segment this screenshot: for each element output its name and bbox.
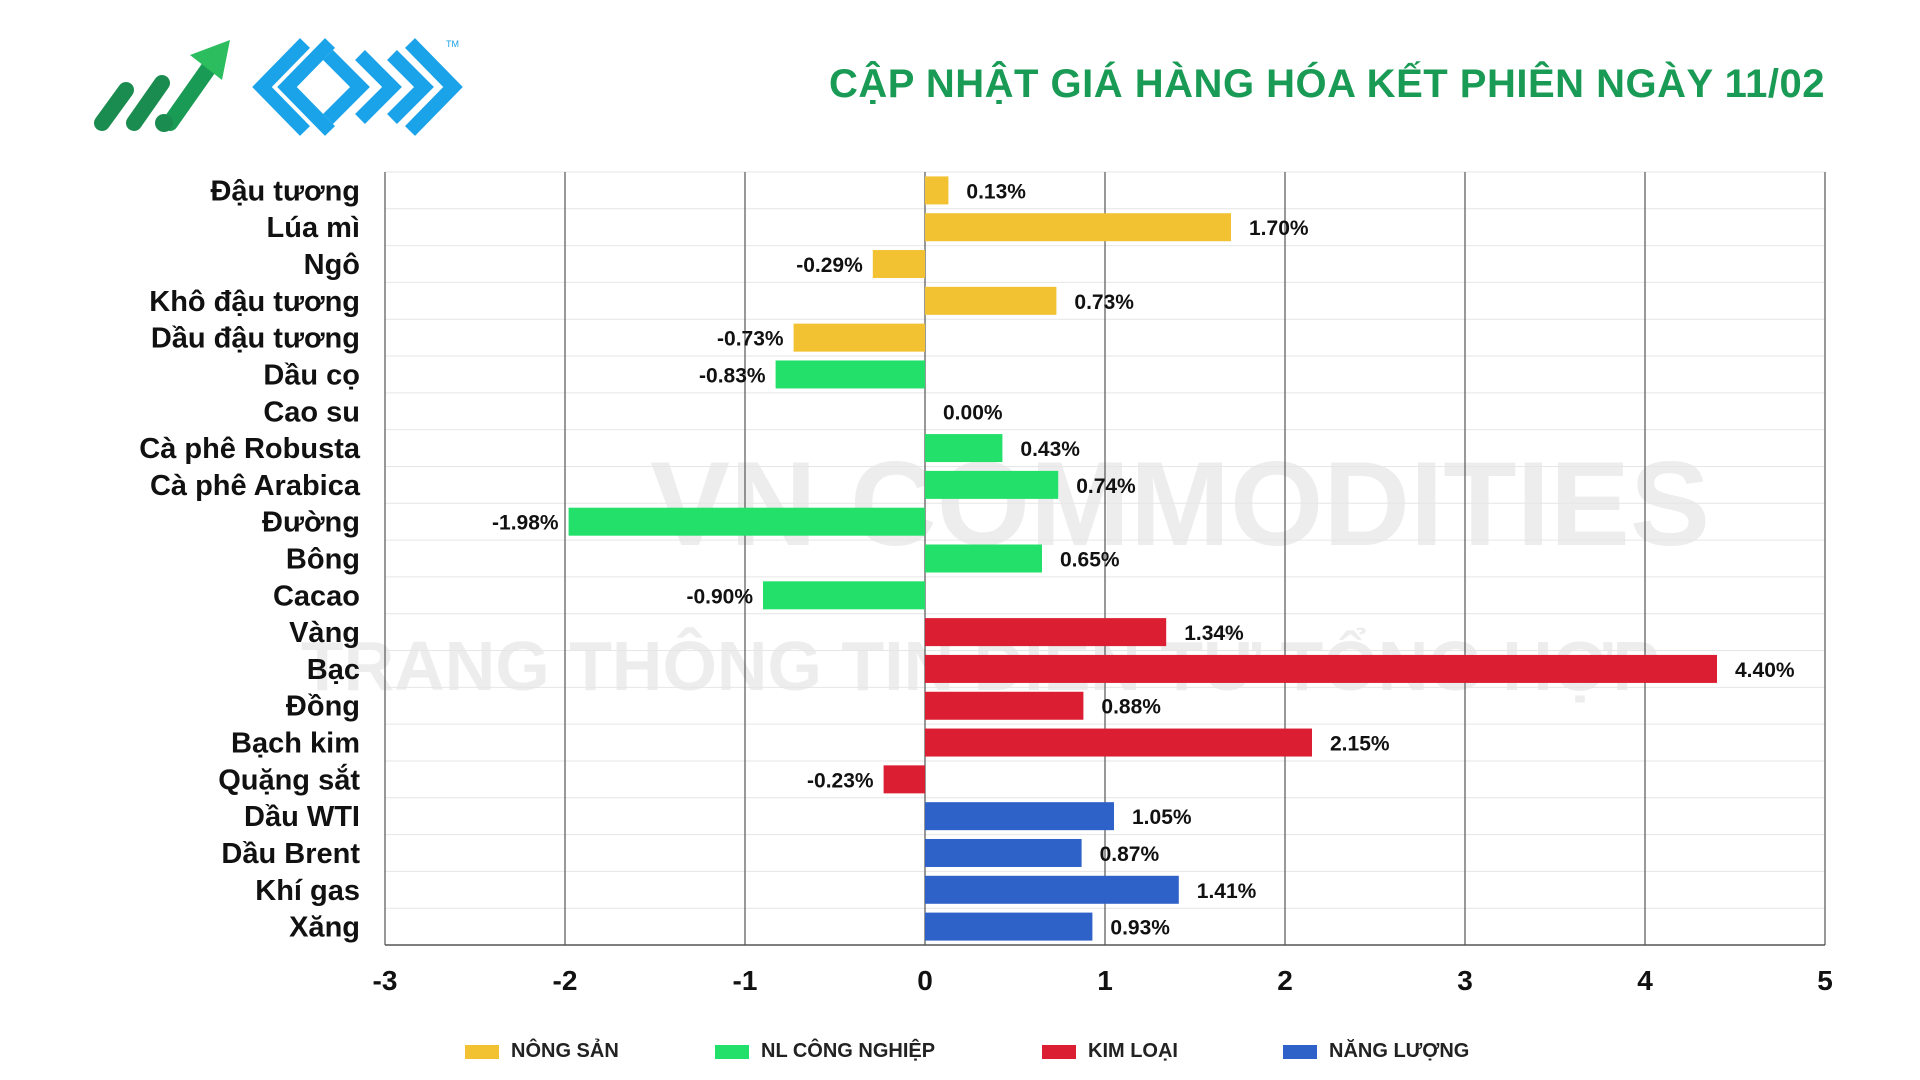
- data-bar: [925, 912, 1093, 941]
- legend-item: NÔNG SẢN: [465, 1040, 619, 1063]
- data-label: -0.23%: [807, 769, 874, 792]
- data-label: 0.43%: [1020, 438, 1080, 461]
- data-bar: [925, 434, 1003, 463]
- data-bar: [925, 875, 1179, 904]
- category-label: Quặng sắt: [218, 762, 360, 796]
- page-title: CẬP NHẬT GIÁ HÀNG HÓA KẾT PHIÊN NGÀY 11/…: [829, 62, 1825, 106]
- data-bar: [568, 507, 925, 536]
- category-label: Dầu WTI: [244, 801, 360, 833]
- category-label: Khí gas: [255, 875, 360, 907]
- data-bar: [872, 250, 925, 279]
- data-bar: [925, 286, 1057, 315]
- category-label: Xăng: [289, 912, 360, 944]
- data-bar: [763, 581, 925, 610]
- category-label: Cà phê Robusta: [139, 433, 361, 465]
- x-tick-label: -3: [373, 965, 398, 996]
- category-label: Dầu Brent: [221, 838, 360, 870]
- data-bar: [925, 838, 1082, 867]
- data-label: 0.74%: [1076, 475, 1136, 498]
- data-label: 4.40%: [1735, 659, 1795, 682]
- x-tick-label: 4: [1637, 965, 1653, 996]
- x-tick-label: 2: [1277, 965, 1293, 996]
- data-label: 0.93%: [1110, 917, 1170, 940]
- x-tick-label: -1: [733, 965, 758, 996]
- data-bar: [925, 213, 1231, 242]
- data-bar: [925, 691, 1084, 720]
- legend-item: KIM LOẠI: [1042, 1040, 1178, 1063]
- data-label: -0.83%: [699, 364, 766, 387]
- legend-swatch: [715, 1044, 749, 1059]
- x-tick-label: 0: [917, 965, 933, 996]
- x-tick-label: -2: [553, 965, 578, 996]
- data-label: 0.00%: [943, 401, 1003, 424]
- data-bar: [925, 176, 949, 205]
- legend-item: NĂNG LƯỢNG: [1283, 1040, 1469, 1063]
- commodity-bar-chart: VN COMMODITIES TRANG THÔNG TIN ĐIỆN TỬ T…: [139, 171, 1833, 996]
- data-bar: [793, 323, 925, 352]
- chart-legend: NÔNG SẢN NL CÔNG NGHIỆP KIM LOẠI NĂNG LƯỢNG: [0, 1040, 1920, 1070]
- category-label: Dầu cọ: [263, 359, 360, 391]
- data-label: 1.05%: [1132, 806, 1192, 829]
- data-label: 0.13%: [966, 180, 1026, 203]
- category-label: Đường: [262, 507, 360, 539]
- x-tick-label: 3: [1457, 965, 1473, 996]
- data-label: 1.70%: [1249, 217, 1309, 240]
- data-label: -0.29%: [796, 254, 863, 277]
- category-label: Cà phê Arabica: [150, 470, 361, 502]
- category-label: Đậu tương: [210, 175, 360, 207]
- x-tick-label: 5: [1817, 965, 1833, 996]
- data-label: 1.34%: [1184, 622, 1244, 645]
- legend-label: NĂNG LƯỢNG: [1329, 1040, 1470, 1062]
- company-logo-icon: [94, 40, 230, 132]
- category-label: Vàng: [289, 617, 360, 649]
- category-label: Lúa mì: [267, 212, 360, 244]
- watermark-line1: VN COMMODITIES: [650, 437, 1710, 571]
- category-label: Ngô: [304, 249, 360, 281]
- data-bar: [925, 654, 1717, 683]
- legend-swatch: [1042, 1044, 1076, 1059]
- brand-chevron-logo-icon: TM: [252, 38, 463, 136]
- data-label: 0.65%: [1060, 549, 1120, 572]
- data-label: 1.41%: [1197, 880, 1257, 903]
- data-bar: [883, 765, 925, 794]
- category-label: Dầu đậu tương: [151, 323, 360, 355]
- data-bar: [925, 544, 1042, 573]
- data-label: -0.90%: [686, 585, 753, 608]
- legend-swatch: [1283, 1044, 1317, 1059]
- data-label: 2.15%: [1330, 733, 1390, 756]
- category-label: Bạc: [307, 654, 360, 686]
- legend-swatch: [465, 1044, 499, 1059]
- data-label: 0.88%: [1101, 696, 1161, 719]
- data-bar: [925, 728, 1312, 757]
- category-label: Cao su: [263, 396, 360, 428]
- data-label: 0.87%: [1100, 843, 1160, 866]
- data-bar: [775, 360, 925, 389]
- data-label: -0.73%: [717, 328, 784, 351]
- category-label: Bạch kim: [231, 728, 360, 760]
- data-label: 0.73%: [1074, 291, 1134, 314]
- legend-label: NÔNG SẢN: [511, 1040, 619, 1062]
- data-bar: [925, 802, 1114, 831]
- legend-label: KIM LOẠI: [1088, 1040, 1178, 1062]
- legend-label: NL CÔNG NGHIỆP: [761, 1040, 936, 1062]
- category-label: Cacao: [273, 580, 360, 612]
- data-bar: [925, 618, 1167, 647]
- data-label: -1.98%: [492, 512, 559, 535]
- data-bar: [925, 470, 1059, 499]
- category-label: Bông: [286, 544, 360, 576]
- category-label: Khô đậu tương: [149, 286, 360, 318]
- legend-item: NL CÔNG NGHIỆP: [715, 1040, 935, 1063]
- category-label: Đồng: [286, 691, 360, 723]
- trademark-label: TM: [446, 39, 459, 49]
- x-tick-label: 1: [1097, 965, 1113, 996]
